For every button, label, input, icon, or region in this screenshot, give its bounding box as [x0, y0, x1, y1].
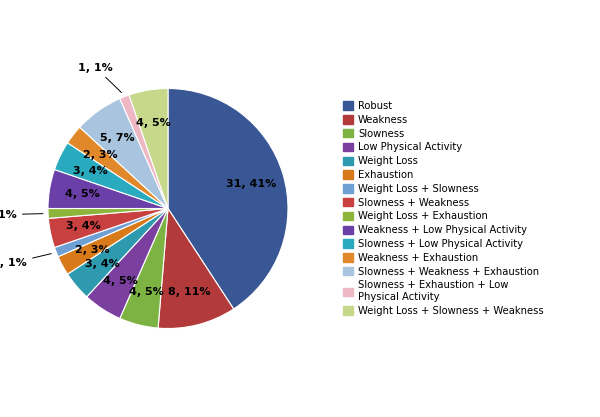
Text: 3, 4%: 3, 4%: [85, 259, 119, 269]
Wedge shape: [68, 208, 168, 297]
Legend: Robust, Weakness, Slowness, Low Physical Activity, Weight Loss, Exhaustion, Weig: Robust, Weakness, Slowness, Low Physical…: [341, 99, 545, 318]
Wedge shape: [48, 208, 168, 219]
Text: 4, 5%: 4, 5%: [130, 287, 164, 297]
Wedge shape: [49, 208, 168, 247]
Text: 1, 1%: 1, 1%: [0, 254, 51, 269]
Text: 2, 3%: 2, 3%: [83, 151, 117, 161]
Text: 4, 5%: 4, 5%: [103, 276, 138, 286]
Wedge shape: [158, 208, 233, 329]
Text: 1, 1%: 1, 1%: [78, 63, 122, 93]
Wedge shape: [58, 208, 168, 274]
Wedge shape: [168, 88, 288, 309]
Text: 3, 4%: 3, 4%: [73, 166, 108, 176]
Text: 4, 5%: 4, 5%: [136, 118, 171, 128]
Text: 8, 11%: 8, 11%: [168, 287, 211, 297]
Wedge shape: [55, 143, 168, 208]
Wedge shape: [120, 95, 168, 208]
Text: 31, 41%: 31, 41%: [226, 179, 276, 189]
Wedge shape: [68, 127, 168, 208]
Wedge shape: [129, 88, 168, 208]
Text: 2, 3%: 2, 3%: [75, 245, 109, 255]
Text: 3, 4%: 3, 4%: [66, 221, 101, 231]
Text: 1, 1%: 1, 1%: [0, 210, 43, 220]
Text: 5, 7%: 5, 7%: [100, 133, 135, 143]
Wedge shape: [48, 170, 168, 208]
Wedge shape: [80, 98, 168, 208]
Wedge shape: [87, 208, 168, 319]
Text: 4, 5%: 4, 5%: [65, 189, 100, 199]
Wedge shape: [120, 208, 168, 328]
Wedge shape: [55, 208, 168, 257]
